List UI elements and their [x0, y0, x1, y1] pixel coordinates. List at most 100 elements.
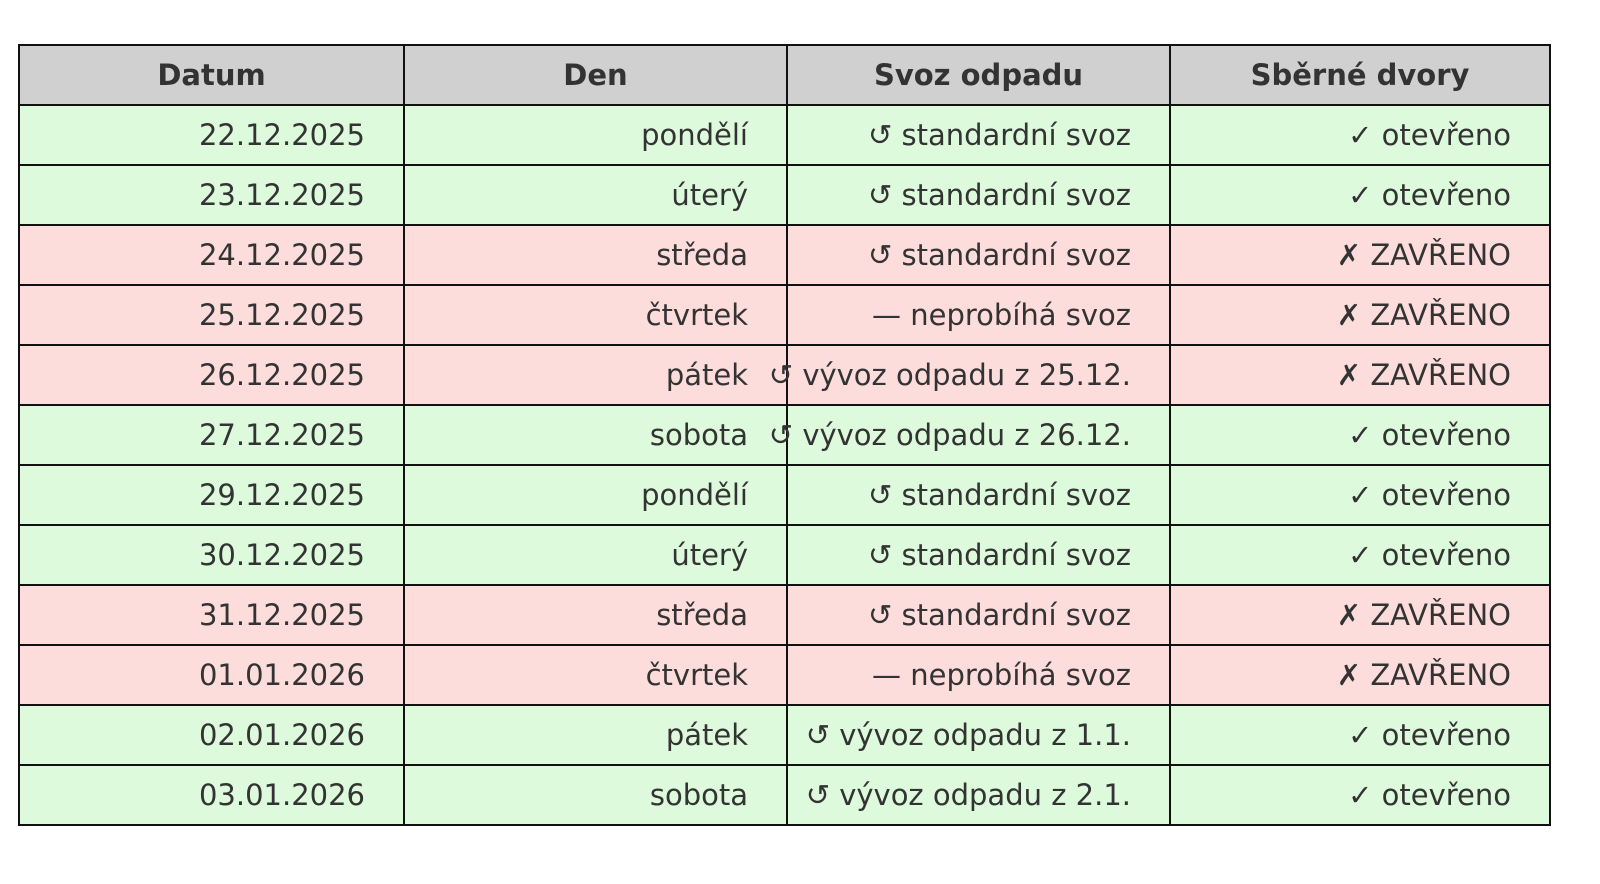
collection-cell-text: ↺ standardní svoz — [867, 118, 1131, 152]
collection-cell-text: ↺ vývoz odpadu z 25.12. — [768, 358, 1131, 392]
day-cell: sobota — [403, 766, 786, 824]
yard-status-cell-text: ✓ otevřeno — [1348, 718, 1511, 752]
table-row: 01.01.2026 čtvrtek — neprobíhá svoz ✗ ZAVŘE… — [20, 644, 1549, 704]
header-cell: Den — [403, 46, 786, 104]
day-cell-text: pátek — [665, 718, 748, 752]
collection-cell-text: ↺ standardní svoz — [867, 538, 1131, 572]
date-cell: 26.12.2025 — [20, 346, 403, 404]
table-row: 26.12.2025 pátek ↺ vývoz odpadu z 25.12. ✗ … — [20, 344, 1549, 404]
yard-status-cell-text: ✓ otevřeno — [1348, 418, 1511, 452]
collection-cell: ↺ standardní svoz — [786, 586, 1169, 644]
collection-cell: ↺ standardní svoz — [786, 166, 1169, 224]
schedule-table: Datum Den Svoz odpadu Sběrné dvory 22.12… — [18, 44, 1551, 826]
date-cell: 02.01.2026 — [20, 706, 403, 764]
day-cell-text: úterý — [671, 178, 748, 212]
collection-cell-text: ↺ standardní svoz — [867, 178, 1131, 212]
date-cell: 22.12.2025 — [20, 106, 403, 164]
day-cell: středa — [403, 586, 786, 644]
day-cell: pondělí — [403, 466, 786, 524]
table-row: 25.12.2025 čtvrtek — neprobíhá svoz ✗ ZAVŘE… — [20, 284, 1549, 344]
collection-cell: ↺ standardní svoz — [786, 106, 1169, 164]
yard-status-cell: ✗ ZAVŘENO — [1169, 286, 1549, 344]
collection-cell: — neprobíhá svoz — [786, 646, 1169, 704]
table-row: 23.12.2025 úterý ↺ standardní svoz ✓ otevře… — [20, 164, 1549, 224]
date-cell-text: 24.12.2025 — [198, 238, 365, 272]
yard-status-cell: ✓ otevřeno — [1169, 466, 1549, 524]
date-cell-text: 31.12.2025 — [198, 598, 365, 632]
collection-cell-text: ↺ standardní svoz — [867, 478, 1131, 512]
day-cell: pondělí — [403, 106, 786, 164]
header-yards: Sběrné dvory — [1250, 58, 1470, 92]
collection-cell: ↺ standardní svoz — [786, 226, 1169, 284]
yard-status-cell: ✓ otevřeno — [1169, 106, 1549, 164]
collection-cell: ↺ vývoz odpadu z 1.1. — [786, 706, 1169, 764]
collection-cell-text: ↺ vývoz odpadu z 26.12. — [768, 418, 1131, 452]
yard-status-cell: ✓ otevřeno — [1169, 526, 1549, 584]
header-cell: Svoz odpadu — [786, 46, 1169, 104]
yard-status-cell-text: ✗ ZAVŘENO — [1336, 598, 1511, 632]
day-cell-text: pátek — [665, 358, 748, 392]
date-cell-text: 22.12.2025 — [198, 118, 365, 152]
date-cell: 25.12.2025 — [20, 286, 403, 344]
collection-cell-text: ↺ standardní svoz — [867, 598, 1131, 632]
table-row: 03.01.2026 sobota ↺ vývoz odpadu z 2.1. ✓ o… — [20, 764, 1549, 824]
collection-cell-text: ↺ vývoz odpadu z 1.1. — [805, 718, 1131, 752]
header-cell: Sběrné dvory — [1169, 46, 1549, 104]
date-cell: 23.12.2025 — [20, 166, 403, 224]
date-cell-text: 30.12.2025 — [198, 538, 365, 572]
header-date: Datum — [157, 58, 266, 92]
collection-cell-text: — neprobíhá svoz — [872, 658, 1131, 692]
table-row: 29.12.2025 pondělí ↺ standardní svoz ✓ otev… — [20, 464, 1549, 524]
collection-cell: ↺ standardní svoz — [786, 526, 1169, 584]
day-cell-text: úterý — [671, 538, 748, 572]
table-row: 22.12.2025 pondělí ↺ standardní svoz ✓ otev… — [20, 104, 1549, 164]
table-row: 24.12.2025 středa ↺ standardní svoz ✗ ZAVŘE… — [20, 224, 1549, 284]
day-cell: úterý — [403, 526, 786, 584]
collection-cell-text: ↺ vývoz odpadu z 2.1. — [805, 778, 1131, 812]
date-cell: 03.01.2026 — [20, 766, 403, 824]
date-cell-text: 27.12.2025 — [198, 418, 365, 452]
day-cell-text: pondělí — [641, 478, 748, 512]
date-cell: 24.12.2025 — [20, 226, 403, 284]
header-day: Den — [563, 58, 628, 92]
date-cell-text: 26.12.2025 — [198, 358, 365, 392]
yard-status-cell-text: ✓ otevřeno — [1348, 478, 1511, 512]
yard-status-cell-text: ✗ ZAVŘENO — [1336, 658, 1511, 692]
yard-status-cell: ✓ otevřeno — [1169, 406, 1549, 464]
table-row: 27.12.2025 sobota ↺ vývoz odpadu z 26.12. ✓… — [20, 404, 1549, 464]
yard-status-cell: ✓ otevřeno — [1169, 166, 1549, 224]
yard-status-cell-text: ✓ otevřeno — [1348, 538, 1511, 572]
yard-status-cell-text: ✗ ZAVŘENO — [1336, 358, 1511, 392]
yard-status-cell: ✗ ZAVŘENO — [1169, 226, 1549, 284]
date-cell: 01.01.2026 — [20, 646, 403, 704]
date-cell: 31.12.2025 — [20, 586, 403, 644]
collection-cell-text: ↺ standardní svoz — [867, 238, 1131, 272]
day-cell-text: středa — [656, 238, 748, 272]
date-cell-text: 03.01.2026 — [198, 778, 365, 812]
yard-status-cell: ✗ ZAVŘENO — [1169, 346, 1549, 404]
collection-cell: ↺ vývoz odpadu z 25.12. — [769, 346, 1169, 404]
date-cell: 27.12.2025 — [20, 406, 403, 464]
yard-status-cell-text: ✗ ZAVŘENO — [1336, 298, 1511, 332]
day-cell: čtvrtek — [403, 646, 786, 704]
date-cell: 29.12.2025 — [20, 466, 403, 524]
date-cell-text: 01.01.2026 — [198, 658, 365, 692]
day-cell-text: středa — [656, 598, 748, 632]
yard-status-cell: ✗ ZAVŘENO — [1169, 586, 1549, 644]
day-cell: sobota — [403, 406, 786, 464]
collection-cell: ↺ standardní svoz — [786, 466, 1169, 524]
collection-cell-text: — neprobíhá svoz — [872, 298, 1131, 332]
table-row: 02.01.2026 pátek ↺ vývoz odpadu z 1.1. ✓ ot… — [20, 704, 1549, 764]
day-cell-text: sobota — [649, 778, 748, 812]
table-row: 30.12.2025 úterý ↺ standardní svoz ✓ otevře… — [20, 524, 1549, 584]
yard-status-cell: ✓ otevřeno — [1169, 706, 1549, 764]
date-cell: 30.12.2025 — [20, 526, 403, 584]
day-cell-text: čtvrtek — [645, 298, 748, 332]
header-cell: Datum — [20, 46, 403, 104]
yard-status-cell: ✓ otevřeno — [1169, 766, 1549, 824]
yard-status-cell-text: ✓ otevřeno — [1348, 118, 1511, 152]
yard-status-cell: ✗ ZAVŘENO — [1169, 646, 1549, 704]
collection-cell: ↺ vývoz odpadu z 26.12. — [769, 406, 1169, 464]
day-cell: pátek — [403, 346, 786, 404]
date-cell-text: 02.01.2026 — [198, 718, 365, 752]
